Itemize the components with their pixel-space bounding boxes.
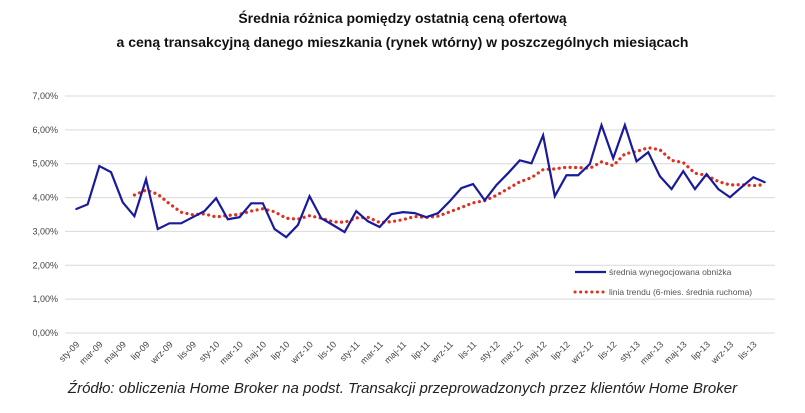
data-point: [600, 124, 603, 126]
data-point: [612, 157, 614, 160]
y-tick-label: 7,00%: [32, 91, 58, 101]
data-point: [378, 226, 381, 228]
data-point: [191, 216, 194, 219]
data-point: [437, 212, 439, 214]
data-point: [553, 195, 556, 198]
data-point: [343, 231, 346, 233]
source-note: Źródło: obliczenia Home Broker na podst.…: [67, 380, 738, 397]
x-tick-label: lis-13: [736, 339, 758, 361]
data-point: [320, 217, 323, 220]
data-point: [635, 160, 638, 163]
data-point: [75, 208, 77, 210]
series-line: [75, 121, 766, 239]
chart-title-line-2: a ceną transakcyjną danego mieszkania (r…: [116, 34, 689, 50]
x-tick-label: maj-11: [382, 339, 408, 365]
data-point: [273, 228, 276, 230]
data-point: [670, 188, 673, 190]
data-point: [110, 171, 112, 173]
data-point: [145, 178, 147, 181]
y-tick-label: 1,00%: [32, 294, 58, 304]
data-point: [227, 218, 229, 221]
x-tick-label: maj-13: [662, 339, 689, 366]
data-point: [355, 210, 358, 212]
x-tick-label: mar-13: [638, 339, 665, 366]
data-point: [367, 220, 369, 223]
data-point: [495, 184, 498, 186]
x-tick-label: lis-09: [176, 339, 198, 361]
data-point: [542, 134, 544, 137]
data-point: [472, 183, 474, 185]
y-tick-label: 2,00%: [32, 260, 58, 270]
data-point: [215, 197, 217, 200]
legend-label-trend: linia trendu (6-mies. średnia ruchoma): [609, 287, 752, 297]
y-tick-label: 0,00%: [32, 328, 58, 338]
data-point: [390, 213, 393, 215]
x-tick-label: lis-12: [596, 339, 618, 361]
data-point: [764, 181, 766, 184]
data-point: [729, 196, 731, 199]
x-tick-label: mar-12: [498, 339, 525, 366]
x-tick-label: lis-10: [316, 339, 338, 361]
data-point: [483, 199, 486, 202]
trend-line: [132, 146, 767, 225]
data-point: [133, 215, 136, 217]
chart-title-line-1: Średnia różnica pomiędzy ostatnią ceną o…: [238, 10, 567, 26]
data-point: [694, 188, 696, 190]
y-tick-label: 5,00%: [32, 159, 58, 169]
data-point: [752, 176, 755, 179]
data-point: [413, 212, 416, 214]
data-point: [285, 236, 288, 238]
legend-label-series: średnia wynegocjowana obniżka: [609, 267, 732, 277]
x-tick-label: lis-11: [457, 339, 479, 361]
data-point: [121, 201, 124, 204]
x-tick-label: mar-10: [218, 339, 245, 366]
x-tick-label: wrz-13: [708, 339, 735, 366]
data-point: [402, 211, 404, 213]
x-tick-label: maj-12: [522, 339, 549, 366]
y-tick-label: 4,00%: [32, 193, 58, 203]
data-point: [262, 202, 264, 205]
x-tick-label: mar-09: [78, 339, 105, 366]
data-point: [717, 188, 720, 190]
data-point: [250, 202, 252, 205]
data-point: [530, 162, 533, 165]
y-tick-label: 6,00%: [32, 125, 58, 135]
data-point: [168, 222, 171, 225]
data-point: [332, 224, 334, 226]
data-point: [180, 222, 182, 225]
data-point: [577, 174, 579, 177]
data-point: [705, 173, 708, 176]
y-tick-label: 3,00%: [32, 226, 58, 236]
data-point: [518, 159, 521, 162]
data-point: [647, 151, 650, 154]
x-tick-label: mar-11: [358, 339, 385, 366]
data-point: [238, 216, 241, 219]
data-point: [203, 210, 206, 212]
data-point: [425, 216, 428, 219]
data-point: [297, 224, 299, 226]
x-tick-label: wrz-09: [148, 339, 175, 366]
data-point: [156, 228, 159, 230]
data-point: [460, 187, 463, 189]
data-point: [565, 174, 568, 177]
x-tick-label: maj-10: [242, 339, 269, 366]
data-point: [589, 163, 591, 165]
x-tick-label: wrz-11: [429, 339, 455, 365]
data-point: [448, 200, 451, 203]
data-point: [624, 124, 626, 126]
data-point: [308, 195, 311, 198]
data-point: [507, 172, 509, 174]
data-point: [98, 165, 101, 167]
x-tick-label: wrz-10: [288, 339, 315, 366]
data-point: [740, 186, 743, 188]
x-tick-label: wrz-12: [568, 339, 595, 366]
data-point: [86, 203, 89, 206]
x-tick-label: maj-09: [102, 339, 129, 366]
data-point: [682, 170, 685, 172]
data-point: [659, 175, 661, 178]
